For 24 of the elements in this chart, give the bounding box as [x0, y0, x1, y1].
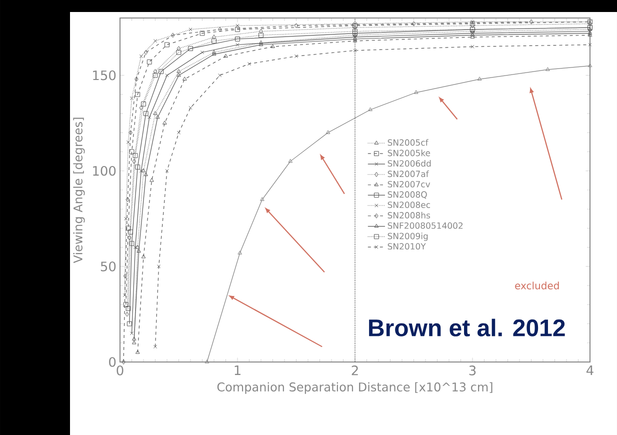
legend-label: SN2005cf — [388, 139, 428, 146]
legend-label: SN2006dd — [388, 160, 431, 167]
legend-label: SN2008hs — [388, 212, 430, 218]
legend-label: SN2005ke — [388, 150, 430, 156]
legend-label: SN2010Y — [388, 243, 426, 250]
legend-label: SN2008ec — [388, 202, 430, 208]
x-tick-label: 3 — [469, 366, 476, 376]
y-tick-label: 150 — [93, 70, 116, 80]
y-tick-label: 0 — [109, 357, 116, 367]
x-tick-label: 0 — [116, 366, 124, 376]
y-axis-title: Viewing Angle [degrees] — [73, 118, 85, 264]
legend-label: SN2007cv — [388, 180, 430, 188]
legend-label: SN2009ig — [388, 232, 428, 241]
x-tick-label: 2 — [352, 366, 358, 376]
y-tick-label: 50 — [100, 262, 116, 272]
annotation: excluded — [515, 282, 559, 290]
legend-label: SN2007af — [388, 170, 430, 178]
legend-label: SN2008Q — [388, 191, 427, 199]
annotation: Brown et al. 2012 — [369, 318, 565, 336]
x-tick-label: 4 — [586, 366, 594, 375]
x-tick-label: 1 — [234, 366, 240, 375]
legend-label: SNF20080514002 — [388, 222, 463, 229]
y-tick-label: 100 — [93, 166, 116, 176]
x-axis-title: Companion Separation Distance [x10^13 cm] — [217, 382, 492, 394]
